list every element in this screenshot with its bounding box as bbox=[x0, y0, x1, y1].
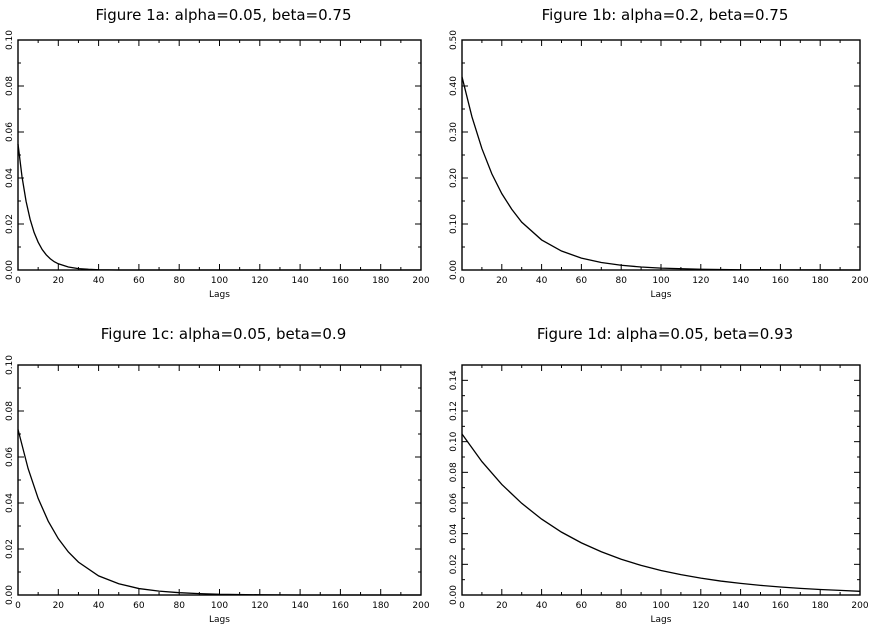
x-tick-label: 180 bbox=[812, 276, 829, 286]
series-line-1 bbox=[17, 429, 421, 596]
y-tick-label: 0.10 bbox=[5, 355, 15, 375]
y-tick-label: 0.20 bbox=[449, 168, 459, 188]
chart-panel-2: Figure 1b: alpha=0.2, beta=0.75 0 20 40 60 80… bbox=[449, 6, 869, 300]
y-tick-label: 0.02 bbox=[449, 554, 459, 574]
plot-frame bbox=[461, 39, 861, 271]
y-tick-label: 0.04 bbox=[5, 168, 15, 188]
x-tick-label: 60 bbox=[576, 601, 588, 611]
y-tick-label: 0.10 bbox=[449, 431, 459, 451]
y-tick-label: 0.08 bbox=[449, 462, 459, 482]
y-tick-label: 0.40 bbox=[449, 76, 459, 96]
x-tick-label: 20 bbox=[496, 276, 508, 286]
x-tick-label: 40 bbox=[93, 601, 105, 611]
x-tick-label: 180 bbox=[372, 276, 389, 286]
plot-frame bbox=[17, 39, 422, 271]
chart-title: Figure 1d: alpha=0.05, beta=0.93 bbox=[537, 325, 793, 343]
x-axis-label: Lags bbox=[651, 615, 672, 625]
y-tick-label: 0.06 bbox=[449, 493, 459, 513]
x-tick-label: 100 bbox=[652, 276, 669, 286]
chart-title: Figure 1b: alpha=0.2, beta=0.75 bbox=[542, 6, 789, 24]
x-tick-label: 60 bbox=[133, 601, 145, 611]
x-tick-label: 80 bbox=[615, 276, 627, 286]
chart-panel-4: Figure 1d: alpha=0.05, beta=0.93 0 20 40 60 8… bbox=[449, 325, 869, 625]
x-tick-label: 160 bbox=[772, 601, 789, 611]
series-line-1 bbox=[461, 433, 861, 592]
x-tick-label: 180 bbox=[812, 601, 829, 611]
x-tick-label: 140 bbox=[292, 276, 309, 286]
y-tick-label: 0.02 bbox=[5, 539, 15, 559]
x-tick-label: 100 bbox=[211, 276, 228, 286]
x-axis-label: Lags bbox=[209, 615, 230, 625]
y-tick-label: 0.02 bbox=[5, 214, 15, 234]
x-tick-label: 120 bbox=[692, 276, 709, 286]
x-tick-label: 80 bbox=[173, 601, 185, 611]
x-tick-label: 20 bbox=[53, 276, 65, 286]
y-tick-label: 0.12 bbox=[449, 401, 459, 421]
x-tick-label: 200 bbox=[851, 276, 868, 286]
x-tick-label: 120 bbox=[251, 601, 268, 611]
y-tick-label: 0.06 bbox=[5, 447, 15, 467]
x-axis-label: Lags bbox=[651, 290, 672, 300]
y-tick-label: 0.00 bbox=[5, 260, 15, 280]
y-tick-label: 0.50 bbox=[449, 30, 459, 50]
chart-panel-1: Figure 1a: alpha=0.05, beta=0.75 0 20 40 60 8… bbox=[5, 6, 430, 300]
x-tick-label: 20 bbox=[53, 601, 65, 611]
x-tick-label: 80 bbox=[615, 601, 627, 611]
x-tick-label: 160 bbox=[772, 276, 789, 286]
x-tick-label: 140 bbox=[732, 276, 749, 286]
x-tick-label: 60 bbox=[133, 276, 145, 286]
chart-panel-3: Figure 1c: alpha=0.05, beta=0.9 0 20 40 60 80… bbox=[5, 325, 430, 625]
y-tick-label: 0.04 bbox=[449, 523, 459, 543]
x-tick-label: 100 bbox=[211, 601, 228, 611]
x-tick-label: 100 bbox=[652, 601, 669, 611]
x-tick-label: 40 bbox=[536, 276, 548, 286]
x-tick-label: 160 bbox=[332, 276, 349, 286]
chart-title: Figure 1a: alpha=0.05, beta=0.75 bbox=[96, 6, 352, 24]
y-tick-label: 0.00 bbox=[5, 585, 15, 605]
y-tick-label: 0.06 bbox=[5, 122, 15, 142]
y-tick-label: 0.10 bbox=[5, 30, 15, 50]
y-tick-label: 0.30 bbox=[449, 122, 459, 142]
chart-title: Figure 1c: alpha=0.05, beta=0.9 bbox=[101, 325, 347, 343]
y-tick-label: 0.08 bbox=[5, 76, 15, 96]
plot-frame bbox=[17, 364, 422, 596]
x-tick-label: 80 bbox=[173, 276, 185, 286]
x-tick-label: 0 bbox=[459, 276, 465, 286]
y-tick-label: 0.10 bbox=[449, 214, 459, 234]
x-tick-label: 120 bbox=[251, 276, 268, 286]
y-tick-label: 0.00 bbox=[449, 585, 459, 605]
x-tick-label: 40 bbox=[93, 276, 105, 286]
x-tick-label: 40 bbox=[536, 601, 548, 611]
x-tick-label: 200 bbox=[851, 601, 868, 611]
series-line-1 bbox=[17, 143, 421, 271]
x-tick-label: 140 bbox=[732, 601, 749, 611]
x-tick-label: 160 bbox=[332, 601, 349, 611]
x-tick-label: 60 bbox=[576, 276, 588, 286]
x-axis-label: Lags bbox=[209, 290, 230, 300]
plot-frame bbox=[461, 364, 861, 596]
x-tick-label: 20 bbox=[496, 601, 508, 611]
y-tick-label: 0.00 bbox=[449, 260, 459, 280]
x-tick-label: 200 bbox=[412, 276, 429, 286]
x-tick-label: 0 bbox=[459, 601, 465, 611]
y-tick-label: 0.08 bbox=[5, 401, 15, 421]
x-tick-label: 200 bbox=[412, 601, 429, 611]
series-line-1 bbox=[461, 76, 861, 271]
x-tick-label: 0 bbox=[15, 601, 21, 611]
x-tick-label: 140 bbox=[292, 601, 309, 611]
x-tick-label: 0 bbox=[15, 276, 21, 286]
y-tick-label: 0.04 bbox=[5, 493, 15, 513]
x-tick-label: 180 bbox=[372, 601, 389, 611]
y-tick-label: 0.14 bbox=[449, 370, 459, 390]
x-tick-label: 120 bbox=[692, 601, 709, 611]
